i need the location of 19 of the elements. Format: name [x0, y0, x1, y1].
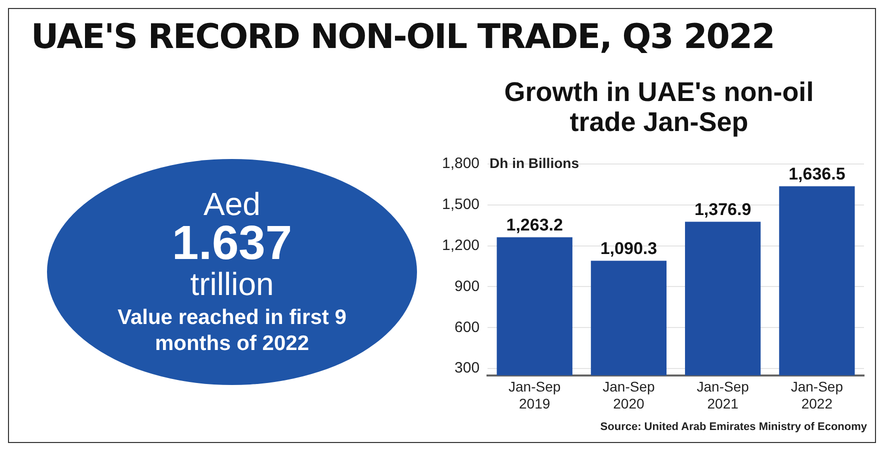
source-note: Source: United Arab Emirates Ministry of Economy	[600, 421, 867, 433]
x-tick-label: Jan-Sep 2020	[602, 378, 655, 412]
data-label: 1,090.3	[600, 238, 658, 258]
y-tick-label: 600	[454, 318, 480, 336]
x-tick-label: Jan-Sep 2019	[508, 378, 561, 412]
y-tick-label: 300	[454, 360, 480, 377]
y-tick-label: 900	[454, 278, 480, 295]
data-label: 1,636.5	[788, 164, 846, 184]
text: Value reached in first 9 months of 2022	[116, 305, 348, 357]
y-axis-title: Dh in Billions	[490, 154, 580, 171]
x-tick-label: Jan-Sep 2021	[696, 378, 750, 412]
data-label: 1,376.9	[694, 200, 752, 219]
y-tick-label: 1,200	[442, 236, 480, 254]
data-label: 1,263.2	[506, 215, 563, 234]
chart-subtitle: Growth in UAE's non-oil trade Jan-Sep	[503, 77, 815, 137]
chart-title: UAE'S RECORD NON-OIL TRADE, Q3 2022	[31, 17, 774, 57]
y-tick-label: 1,800	[442, 155, 480, 172]
y-tick-label: 1,500	[442, 196, 480, 214]
x-tick-label: Jan-Sep 2022	[790, 378, 844, 412]
